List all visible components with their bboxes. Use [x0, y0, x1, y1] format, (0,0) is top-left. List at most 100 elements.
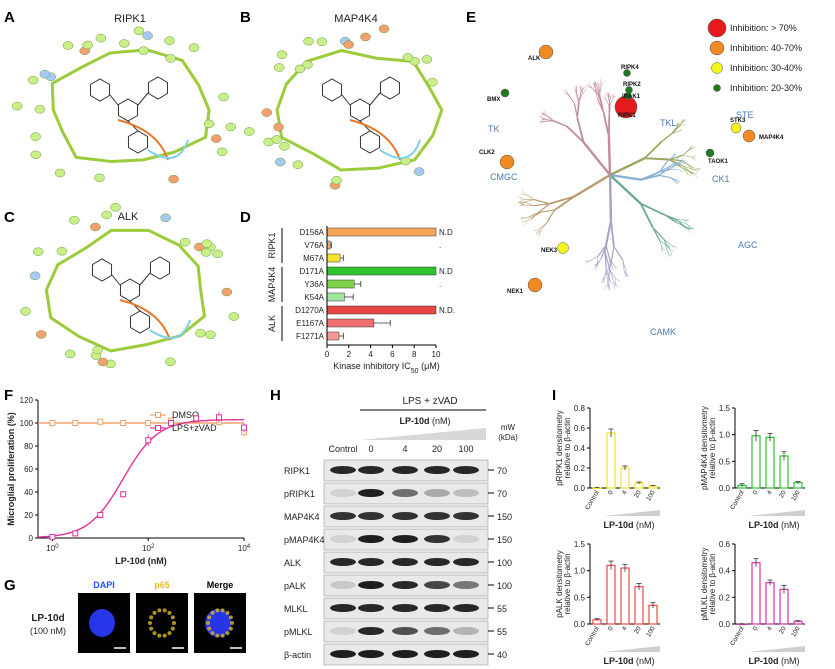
y-tick-label: 0 — [29, 534, 34, 543]
blot-band — [392, 581, 418, 589]
channel-label: DAPI — [93, 580, 115, 590]
ic50-bar — [326, 227, 437, 237]
panel-letter-b: B — [240, 9, 251, 26]
x-axis-label: LP-10d (nM) — [603, 520, 654, 530]
kinase-hit-marker — [499, 154, 515, 170]
x-tick-label: 104 — [238, 544, 251, 553]
blot-band — [392, 627, 418, 635]
x-tick-base: 10 — [238, 544, 247, 553]
residue-blob — [360, 32, 371, 42]
tree-branch — [659, 240, 667, 246]
mw-label: 55 — [497, 604, 507, 614]
residue-blob — [261, 108, 273, 117]
blot-band — [392, 558, 418, 566]
tree-branch — [602, 278, 605, 284]
tree-branch — [540, 121, 547, 123]
tree-branch — [566, 125, 585, 143]
panel-letter-c: C — [4, 209, 15, 226]
y-axis-label-line2: relative to β-actin — [563, 417, 572, 478]
residue-blob — [97, 357, 109, 367]
molecule-bond — [137, 92, 149, 106]
y-tick-label: 1.0 — [719, 431, 731, 440]
tree-branch — [652, 227, 661, 241]
tree-branch — [688, 148, 693, 151]
blot-band — [424, 650, 450, 658]
lane-label: 100 — [458, 444, 473, 454]
residue-blob — [203, 119, 215, 129]
legend-marker — [707, 18, 727, 38]
kinase-hit-label: IRAK1 — [622, 94, 641, 100]
tree-branch — [608, 98, 611, 106]
tree-branch — [602, 112, 610, 137]
blot-band — [358, 604, 384, 612]
tree-branch — [683, 219, 689, 222]
residue-blob — [427, 77, 438, 87]
tree-branch — [595, 93, 599, 101]
kinase-hit-marker — [623, 69, 631, 77]
residue-blob — [275, 157, 286, 167]
residue-blob — [138, 46, 149, 55]
y-tick-label: 0.0 — [574, 484, 586, 493]
blot-row-label: β-actin — [284, 650, 311, 660]
residue-blob — [413, 167, 425, 176]
residue-blob — [56, 247, 68, 256]
tree-branch — [605, 99, 610, 106]
tree-branch — [666, 249, 670, 257]
residue-blob — [378, 24, 390, 34]
legend-label: Inhibition: 30-40% — [730, 63, 802, 73]
tree-branch — [545, 119, 554, 122]
tree-branch — [596, 255, 599, 263]
blot-row-label: pRIPK1 — [284, 489, 315, 499]
y-axis-label-line2: relative to β-actin — [708, 417, 717, 478]
legend-marker — [155, 425, 161, 431]
residue-blob — [195, 328, 206, 338]
tree-branch — [539, 116, 544, 119]
density-bar — [606, 564, 616, 625]
blot-band — [424, 627, 450, 635]
density-bar — [779, 588, 789, 625]
mw-unit: (kDa) — [498, 433, 518, 442]
dose-wedge — [604, 510, 660, 516]
tree-branch — [672, 153, 676, 158]
tree-branch — [603, 282, 609, 291]
tree-branch — [669, 159, 682, 168]
data-point — [49, 533, 56, 540]
tree-branch — [580, 85, 582, 92]
tree-branch — [675, 179, 680, 181]
x-tick-label: 4 — [766, 625, 774, 632]
molecule-bond — [341, 94, 351, 106]
x-tick-label: 20 — [778, 625, 788, 635]
tree-branch — [675, 180, 679, 184]
blot-band — [424, 604, 450, 612]
tree-branch — [605, 269, 608, 282]
interaction-arc — [149, 319, 191, 339]
mw-label: 150 — [497, 512, 512, 522]
residue-blob — [316, 37, 328, 46]
lane-label: 4 — [402, 444, 407, 454]
y-tick-label: 0.2 — [719, 593, 731, 602]
panel-letter-d: D — [240, 209, 251, 226]
residue-blob — [165, 357, 176, 367]
blot-band — [453, 512, 479, 520]
residue-blob — [95, 33, 107, 43]
legend-marker — [709, 40, 725, 56]
tree-branch — [598, 87, 603, 92]
dose-wedge — [604, 646, 660, 652]
data-point — [97, 418, 104, 425]
density-bar — [765, 436, 775, 489]
tree-branch — [540, 223, 547, 231]
residue-blob — [30, 150, 42, 160]
residue-blob — [69, 215, 80, 225]
molecule-bond — [111, 274, 121, 286]
blot-band — [358, 535, 384, 543]
y-tick-label: 0.0 — [574, 620, 586, 629]
tree-branch — [597, 91, 600, 101]
x-axis-label-unit: (μM) — [419, 361, 440, 371]
tree-branch — [639, 203, 654, 228]
lane-label: 0 — [368, 444, 373, 454]
x-axis-label-main: Kinase inhibitory IC — [333, 361, 411, 371]
p65-stain — [220, 608, 225, 613]
tree-branch — [589, 255, 599, 261]
tree-branch — [537, 230, 541, 236]
dose-wedge — [749, 646, 805, 652]
